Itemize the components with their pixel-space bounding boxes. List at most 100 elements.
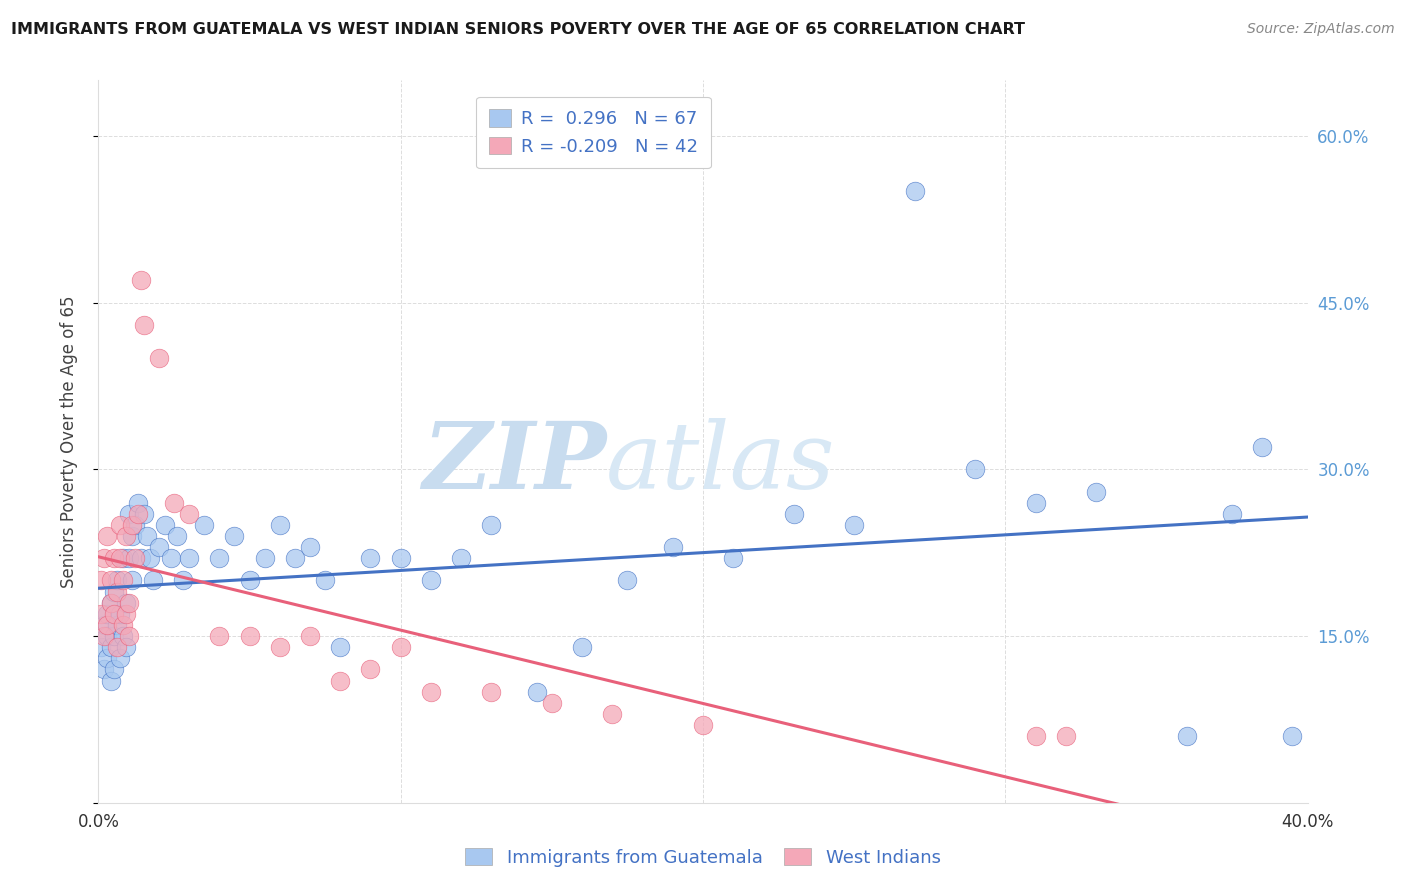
Point: [132, 507, 155, 521]
Point: [1085, 484, 1108, 499]
Point: [1024, 729, 1046, 743]
Point: [420, 574, 443, 588]
Point: [111, 629, 134, 643]
Point: [148, 540, 170, 554]
Point: [121, 529, 143, 543]
Point: [481, 684, 503, 698]
Point: [208, 551, 231, 566]
Legend: Immigrants from Guatemala, West Indians: Immigrants from Guatemala, West Indians: [458, 841, 948, 874]
Point: [124, 517, 146, 532]
Point: [105, 584, 128, 599]
Point: [284, 551, 307, 566]
Point: [90, 574, 112, 588]
Point: [153, 517, 176, 532]
Point: [114, 607, 136, 621]
Point: [224, 529, 246, 543]
Point: [1220, 507, 1243, 521]
Point: [239, 574, 262, 588]
Point: [163, 496, 186, 510]
Point: [269, 640, 291, 655]
Point: [389, 640, 412, 655]
Point: [100, 596, 122, 610]
Point: [103, 584, 125, 599]
Y-axis label: Seniors Poverty Over the Age of 65: Seniors Poverty Over the Age of 65: [59, 295, 77, 588]
Point: [723, 551, 745, 566]
Point: [1054, 729, 1077, 743]
Point: [129, 273, 152, 287]
Point: [108, 551, 131, 566]
Point: [526, 684, 548, 698]
Point: [100, 640, 122, 655]
Point: [93, 629, 115, 643]
Point: [1251, 440, 1274, 454]
Point: [114, 529, 136, 543]
Point: [269, 517, 291, 532]
Legend: R =  0.296   N = 67, R = -0.209   N = 42: R = 0.296 N = 67, R = -0.209 N = 42: [477, 96, 711, 169]
Point: [139, 551, 162, 566]
Point: [111, 551, 134, 566]
Point: [616, 574, 638, 588]
Point: [148, 351, 170, 366]
Point: [329, 640, 352, 655]
Point: [124, 551, 146, 566]
Point: [114, 640, 136, 655]
Point: [96, 629, 118, 643]
Point: [100, 673, 122, 688]
Point: [90, 607, 112, 621]
Point: [602, 706, 624, 721]
Point: [129, 551, 152, 566]
Point: [105, 640, 128, 655]
Point: [965, 462, 987, 476]
Point: [420, 684, 443, 698]
Point: [93, 551, 115, 566]
Text: Source: ZipAtlas.com: Source: ZipAtlas.com: [1247, 22, 1395, 37]
Point: [450, 551, 472, 566]
Point: [111, 618, 134, 632]
Point: [108, 651, 131, 665]
Point: [111, 574, 134, 588]
Point: [118, 629, 141, 643]
Point: [661, 540, 683, 554]
Point: [179, 507, 201, 521]
Point: [571, 640, 593, 655]
Point: [193, 517, 215, 532]
Point: [103, 662, 125, 676]
Point: [103, 607, 125, 621]
Point: [540, 696, 562, 710]
Point: [299, 540, 322, 554]
Point: [1175, 729, 1198, 743]
Point: [105, 618, 128, 632]
Point: [108, 607, 131, 621]
Point: [1281, 729, 1303, 743]
Point: [118, 596, 141, 610]
Text: ZIP: ZIP: [422, 418, 606, 508]
Point: [329, 673, 352, 688]
Point: [160, 551, 183, 566]
Point: [96, 529, 118, 543]
Point: [142, 574, 165, 588]
Point: [179, 551, 201, 566]
Point: [314, 574, 336, 588]
Point: [127, 507, 149, 521]
Point: [389, 551, 412, 566]
Point: [299, 629, 322, 643]
Point: [166, 529, 188, 543]
Text: atlas: atlas: [606, 418, 835, 508]
Point: [121, 574, 143, 588]
Point: [127, 496, 149, 510]
Point: [844, 517, 866, 532]
Point: [103, 629, 125, 643]
Point: [93, 662, 115, 676]
Point: [96, 618, 118, 632]
Point: [118, 551, 141, 566]
Point: [692, 718, 714, 732]
Point: [96, 607, 118, 621]
Point: [108, 517, 131, 532]
Point: [121, 517, 143, 532]
Point: [90, 640, 112, 655]
Point: [172, 574, 194, 588]
Point: [114, 596, 136, 610]
Point: [93, 618, 115, 632]
Point: [239, 629, 262, 643]
Text: IMMIGRANTS FROM GUATEMALA VS WEST INDIAN SENIORS POVERTY OVER THE AGE OF 65 CORR: IMMIGRANTS FROM GUATEMALA VS WEST INDIAN…: [11, 22, 1025, 37]
